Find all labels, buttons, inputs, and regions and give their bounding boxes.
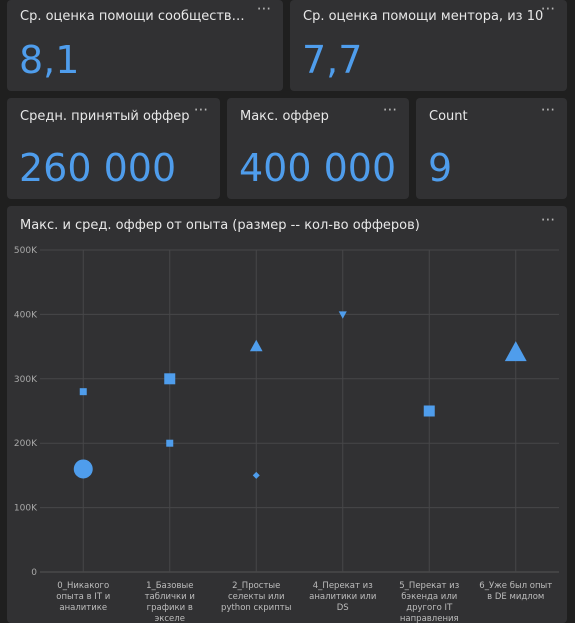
kpi-card-avg-offer: Средн. принятый оффер ··· 260 000	[7, 98, 220, 199]
x-tick-label: 4_Перекат из аналитики или DS	[309, 581, 376, 613]
y-tick-label: 400K	[14, 310, 38, 320]
kpi-value: 260 000	[19, 146, 177, 190]
x-tick-label: 1_Базовые таблички и графики в экселе	[145, 581, 195, 623]
x-tick-label: 6_Уже был опыт в DE мидлом	[479, 581, 552, 602]
kpi-title: Ср. оценка помощи сообщества, и...	[20, 9, 248, 24]
x-tick-label: 5_Перекат из бэкенда или другого IT направл…	[399, 581, 459, 623]
data-point-triangle	[249, 339, 263, 352]
chart-card-offer-by-experience: Макс. и сред. оффер от опыта (размер -- …	[7, 206, 567, 623]
kpi-card-count: Count ··· 9	[416, 98, 567, 199]
more-options-icon[interactable]: ···	[256, 0, 271, 18]
data-point-diamond	[252, 471, 260, 479]
data-point-circle	[73, 459, 93, 479]
data-point-square	[79, 388, 87, 396]
kpi-title: Ср. оценка помощи ментора, из 10	[303, 9, 544, 24]
kpi-card-mentor-rating: Ср. оценка помощи ментора, из 10 ··· 7,7	[290, 0, 567, 91]
y-tick-label: 500K	[14, 246, 38, 256]
more-options-icon[interactable]: ···	[540, 101, 555, 119]
data-point-square	[166, 439, 174, 447]
more-options-icon[interactable]: ···	[193, 101, 208, 119]
y-tick-label: 0	[31, 568, 37, 578]
kpi-title: Count	[429, 109, 468, 124]
kpi-card-max-offer: Макс. оффер ··· 400 000	[227, 98, 409, 199]
x-tick-label: 2_Простые селекты или python скрипты	[221, 581, 291, 613]
kpi-title: Макс. оффер	[240, 109, 329, 124]
more-options-icon[interactable]: ···	[540, 0, 555, 18]
y-tick-label: 200K	[14, 439, 38, 449]
x-tick-label: 0_Никакого опыта в IT и аналитике	[56, 581, 110, 613]
data-point-square	[164, 373, 176, 385]
kpi-card-community-rating: Ср. оценка помощи сообщества, и... ··· 8…	[7, 0, 283, 91]
kpi-title: Средн. принятый оффер	[20, 109, 190, 124]
data-point-triangle	[504, 341, 527, 362]
y-tick-label: 100K	[14, 504, 38, 514]
kpi-value: 7,7	[302, 38, 363, 82]
kpi-value: 9	[428, 146, 453, 190]
data-point-square	[423, 405, 435, 417]
kpi-value: 400 000	[239, 146, 397, 190]
y-tick-label: 300K	[14, 375, 38, 385]
scatter-chart: 0 100K 200K 300K 400K 500K 0_Никакого опыта в I…	[14, 246, 559, 623]
more-options-icon[interactable]: ···	[382, 101, 397, 119]
data-point-triangle-down	[338, 311, 347, 319]
more-options-icon[interactable]: ···	[540, 211, 555, 229]
kpi-value: 8,1	[19, 38, 80, 82]
